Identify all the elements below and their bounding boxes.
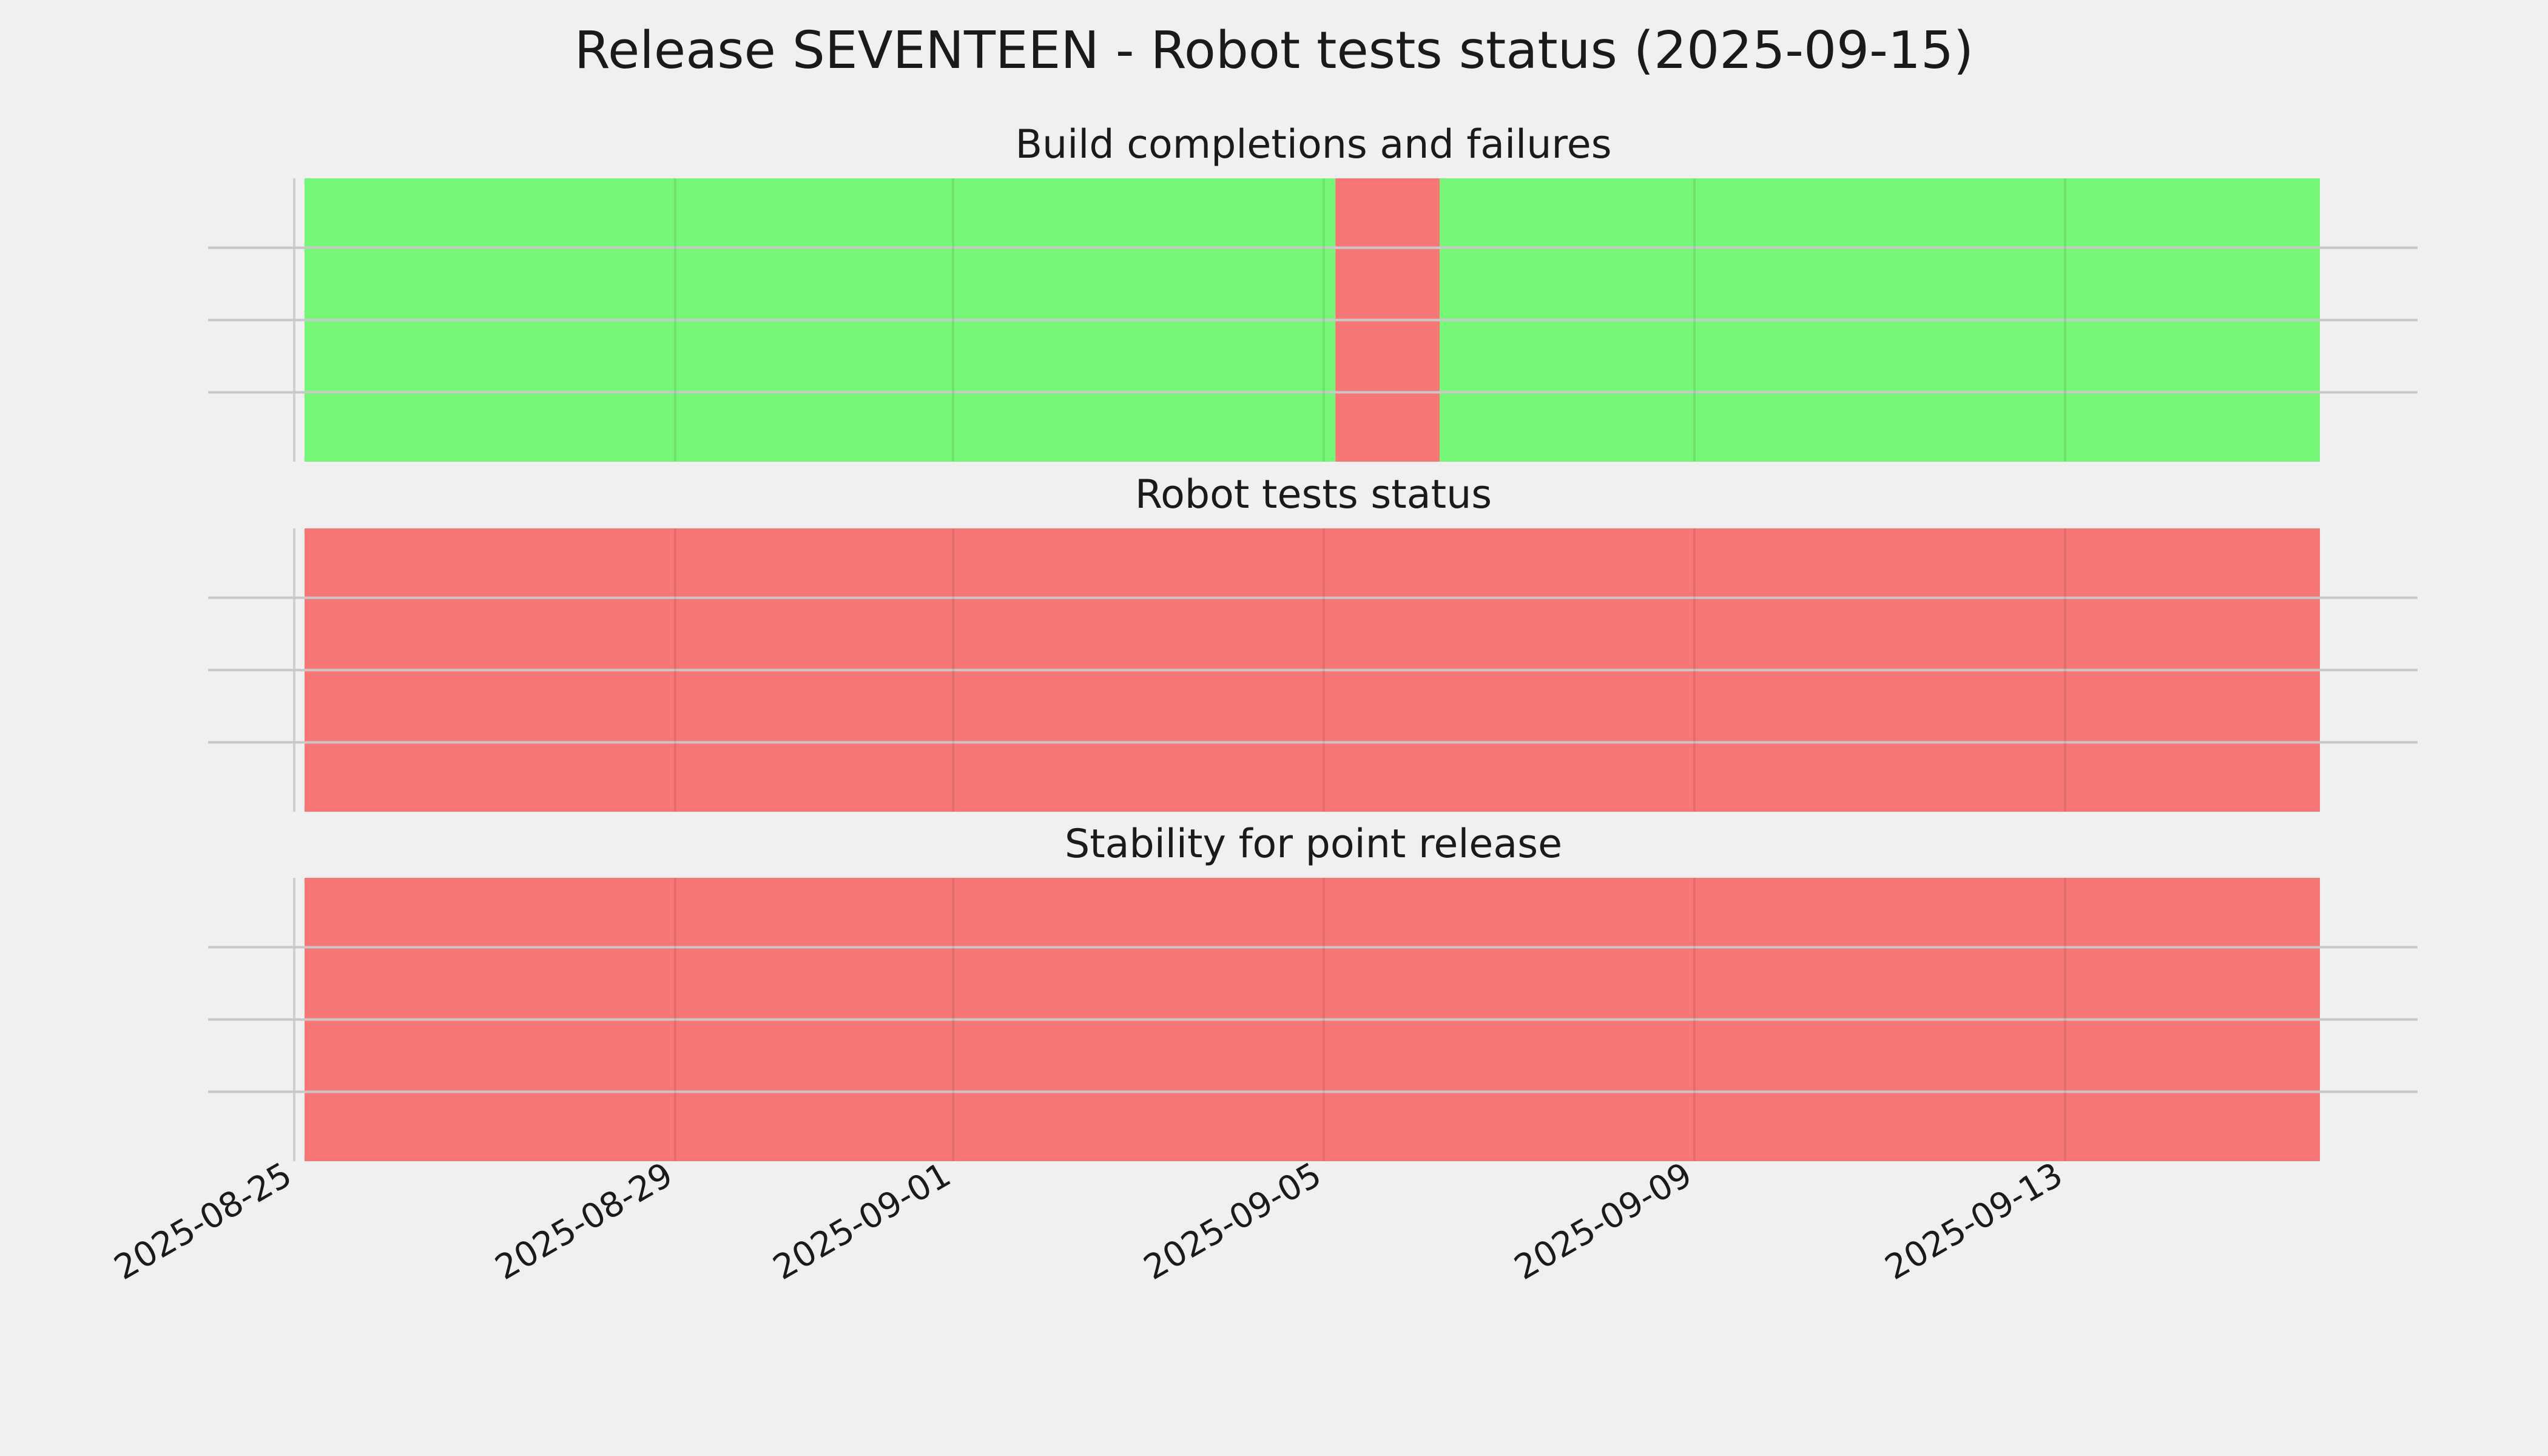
x-tick-label: 2025-09-09 [1508,1155,1699,1288]
panel-title: Stability for point release [1065,821,1562,867]
panel-3: Stability for point release [208,821,2418,1161]
panel-2: Robot tests status [208,472,2418,812]
x-tick-label: 2025-08-29 [489,1155,679,1288]
x-tick-label: 2025-09-13 [1879,1155,2069,1288]
chart-panels: Build completions and failures Robot test… [208,122,2418,1161]
panel-1: Build completions and failures [208,122,2418,462]
chart-title: Release SEVENTEEN - Robot tests status (… [575,21,1973,81]
panel-title: Build completions and failures [1015,122,1611,167]
panel-title: Robot tests status [1135,472,1492,517]
x-tick-label: 2025-09-01 [767,1155,957,1288]
x-tick-label: 2025-08-25 [108,1155,298,1288]
x-axis-ticks: 2025-08-25 2025-08-29 2025-09-01 2025-09-05… [108,1155,2069,1288]
x-tick-label: 2025-09-05 [1138,1155,1328,1288]
